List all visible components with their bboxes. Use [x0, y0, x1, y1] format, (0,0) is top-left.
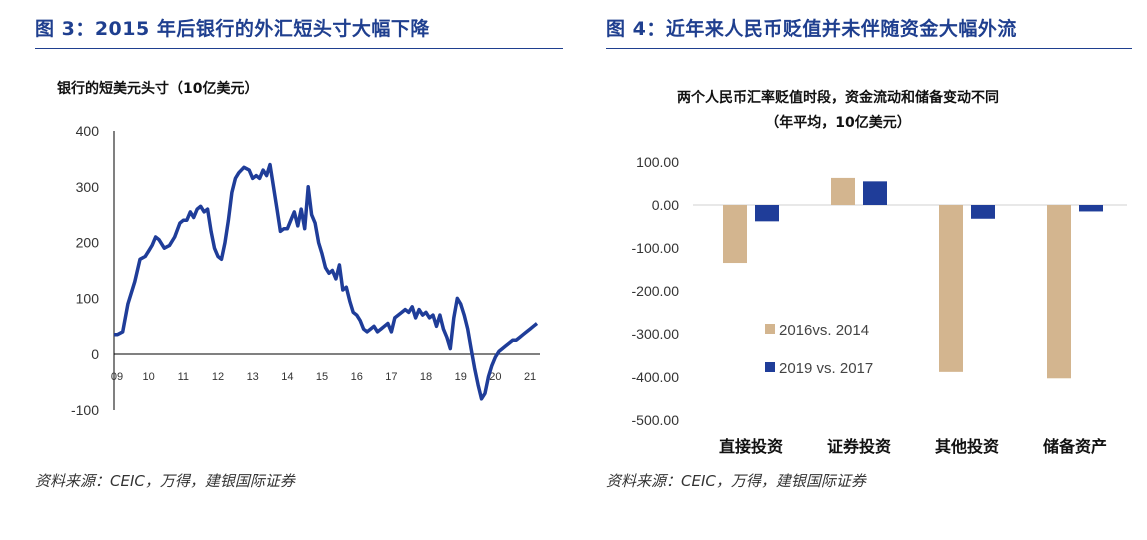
bar-ytick-label: 0.00	[652, 197, 679, 213]
bar-chart-title: 两个人民币汇率贬值时段，资金流动和储备变动不同	[677, 89, 999, 106]
line-xtick-label: 13	[247, 371, 259, 383]
bar-series2	[971, 205, 995, 219]
bar-category-label: 直接投资	[719, 437, 783, 456]
line-ytick-label: 100	[76, 290, 100, 306]
bar-category-label: 其他投资	[935, 437, 999, 456]
line-xtick-label: 21	[524, 371, 536, 383]
line-xtick-label: 19	[455, 371, 467, 383]
bar-series1	[939, 205, 963, 372]
line-ytick-label: 400	[76, 123, 100, 139]
line-series	[114, 162, 539, 401]
bar-series1	[831, 177, 855, 205]
line-xtick-label: 18	[420, 371, 432, 383]
line-xtick-label: 10	[143, 371, 155, 383]
fig3-source: 资料来源：CEIC，万得，建银国际证券	[35, 472, 295, 490]
bar-series1	[1047, 205, 1071, 379]
line-xtick-label: 14	[281, 371, 293, 383]
line-ytick-label: -100	[71, 402, 99, 418]
line-ytick-label: 200	[76, 235, 100, 251]
legend-label: 2016vs. 2014	[779, 322, 869, 339]
fig3-title-rule	[35, 48, 563, 49]
fig4-title-rule	[606, 48, 1132, 49]
bar-ytick-label: -500.00	[632, 412, 680, 428]
bar-series1	[723, 205, 747, 264]
bar-series2	[863, 181, 887, 205]
fig4-source: 资料来源：CEIC，万得，建银国际证券	[606, 472, 866, 490]
line-xtick-label: 11	[178, 371, 189, 383]
line-ytick-label: 0	[91, 346, 99, 362]
bar-series2	[755, 205, 779, 222]
bar-category-label: 证券投资	[827, 437, 891, 456]
bar-ytick-label: -100.00	[632, 240, 680, 256]
legend-swatch	[765, 324, 775, 334]
line-xtick-label: 09	[111, 371, 123, 383]
line-xtick-label: 12	[212, 371, 224, 383]
bar-ytick-label: -400.00	[632, 369, 680, 385]
bar-category-label: 储备资产	[1042, 437, 1107, 456]
fig3-title: 图 3：2015 年后银行的外汇短头寸大幅下降	[35, 18, 430, 40]
line-xtick-label: 17	[385, 371, 397, 383]
legend-label: 2019 vs. 2017	[779, 360, 873, 377]
legend-swatch	[765, 362, 775, 372]
bar-ytick-label: 100.00	[636, 154, 679, 170]
line-xtick-label: 20	[489, 371, 501, 383]
bar-ytick-label: -200.00	[632, 283, 680, 299]
bar-series2	[1079, 205, 1103, 212]
line-xtick-label: 15	[316, 371, 328, 383]
line-xtick-label: 16	[351, 371, 363, 383]
bar-ytick-label: -300.00	[632, 326, 680, 342]
fig4-title: 图 4：近年来人民币贬值并未伴随资金大幅外流	[606, 18, 1017, 40]
line-chart-title: 银行的短美元头寸（10亿美元）	[57, 80, 258, 97]
bar-chart-subtitle: （年平均，10亿美元）	[765, 114, 910, 131]
line-ytick-label: 300	[76, 179, 100, 195]
